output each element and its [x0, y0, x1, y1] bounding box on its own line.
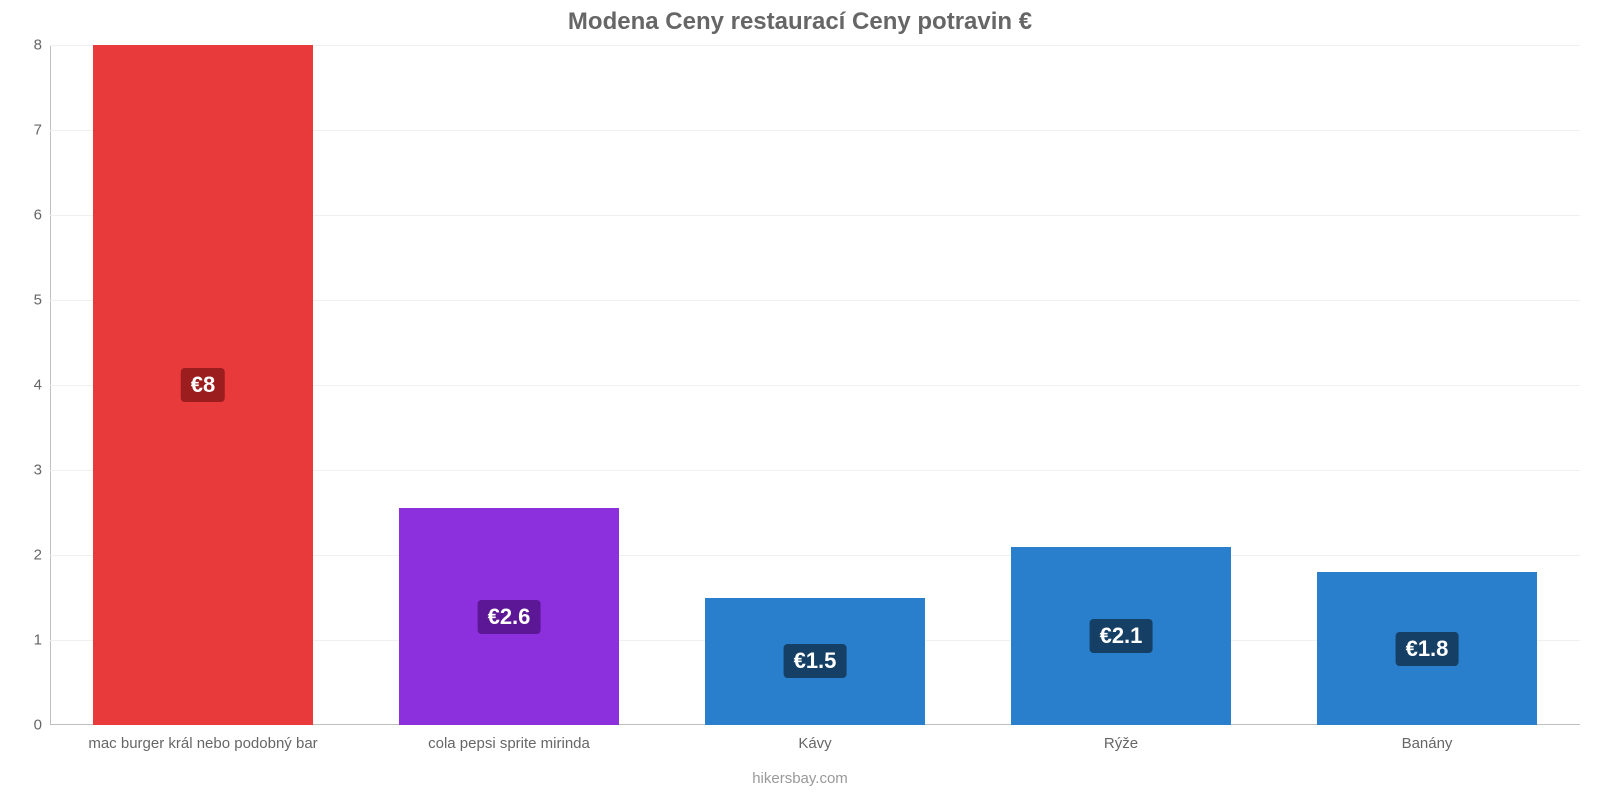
bar-value-label: €1.8 — [1396, 632, 1459, 666]
x-tick-label: Rýže — [1104, 735, 1138, 752]
y-tick-label: 7 — [34, 122, 42, 139]
bar-value-label: €2.6 — [478, 600, 541, 634]
bar-value-label: €1.5 — [784, 644, 847, 678]
y-tick-label: 8 — [34, 37, 42, 54]
y-tick-label: 1 — [34, 632, 42, 649]
chart-title: Modena Ceny restaurací Ceny potravin € — [0, 8, 1600, 36]
x-tick-label: Banány — [1402, 735, 1453, 752]
y-tick-label: 6 — [34, 207, 42, 224]
x-tick-label: mac burger král nebo podobný bar — [88, 735, 317, 752]
x-tick-label: cola pepsi sprite mirinda — [428, 735, 590, 752]
y-tick-label: 5 — [34, 292, 42, 309]
y-tick-label: 4 — [34, 377, 42, 394]
chart-footer: hikersbay.com — [0, 770, 1600, 787]
bar-value-label: €8 — [181, 368, 225, 402]
y-tick-label: 2 — [34, 547, 42, 564]
x-tick-label: Kávy — [798, 735, 831, 752]
y-tick-label: 0 — [34, 717, 42, 734]
plot-area: 012345678€8mac burger král nebo podobný … — [50, 45, 1580, 725]
bar-value-label: €2.1 — [1090, 619, 1153, 653]
price-bar-chart: Modena Ceny restaurací Ceny potravin € 0… — [0, 0, 1600, 800]
y-tick-label: 3 — [34, 462, 42, 479]
